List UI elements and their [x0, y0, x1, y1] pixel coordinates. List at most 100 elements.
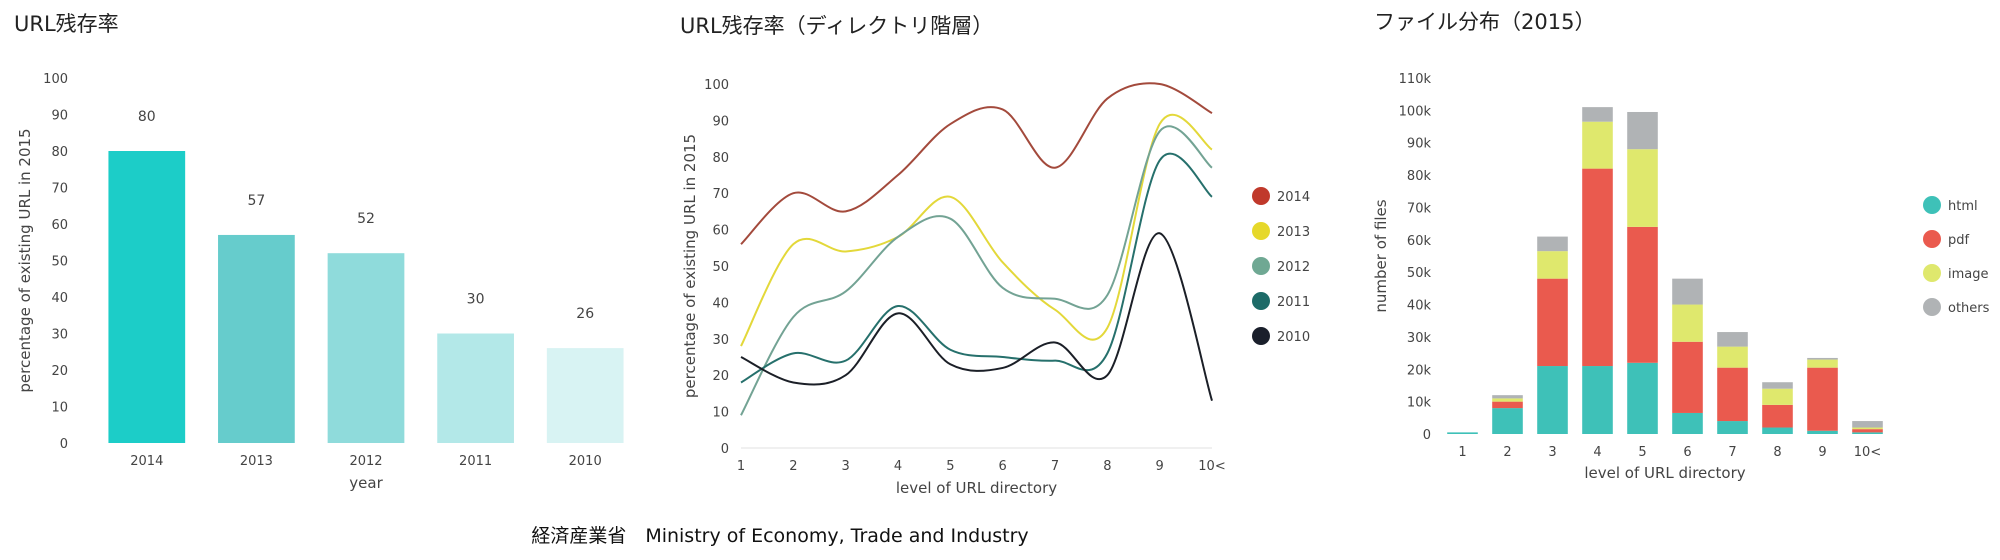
- y-tick-label: 50: [712, 260, 729, 275]
- bar-2010: [546, 348, 624, 443]
- legend-swatch-2014: [1252, 187, 1270, 205]
- bar-segment-image-8: [1762, 388, 1793, 405]
- bar-segment-others-2: [1492, 395, 1523, 399]
- legend-swatch-2011: [1252, 292, 1270, 310]
- y-tick-label: 80: [51, 145, 68, 160]
- y-tick-label: 60k: [1407, 234, 1432, 249]
- legend-swatch-pdf: [1923, 230, 1941, 248]
- x-tick-label: 2011: [459, 454, 492, 469]
- bar-segment-html-3: [1537, 366, 1568, 434]
- bar-segment-others-4: [1582, 107, 1613, 122]
- bar-segment-pdf-6: [1672, 341, 1703, 413]
- x-tick-label: 2010: [569, 454, 602, 469]
- bar-segment-html-8: [1762, 427, 1793, 434]
- chart1-title: URL残存率: [14, 12, 119, 36]
- bar-segment-image-7: [1717, 346, 1748, 368]
- y-tick-label: 10: [51, 401, 68, 416]
- series-line-2012: [740, 125, 1213, 416]
- y-tick-label: 0: [60, 437, 68, 452]
- y-tick-label: 50k: [1407, 266, 1432, 281]
- y-tick-label: 20k: [1407, 363, 1432, 378]
- x-tick-label: 2014: [130, 454, 163, 469]
- bar-segment-others-8: [1762, 382, 1793, 389]
- x-tick-label: 2013: [240, 454, 273, 469]
- x-tick-label: 1: [1458, 445, 1466, 460]
- x-tick-label: 1: [737, 459, 745, 474]
- x-tick-label: 4: [894, 459, 902, 474]
- bar-segment-html-1: [1447, 432, 1478, 434]
- bar-segment-html-6: [1672, 412, 1703, 434]
- legend-label-image: image: [1948, 267, 1989, 282]
- y-tick-label: 60: [51, 218, 68, 233]
- bar-segment-image-10<: [1852, 427, 1883, 430]
- bar-segment-pdf-7: [1717, 367, 1748, 422]
- x-tick-label: 3: [842, 459, 850, 474]
- x-tick-label: 7: [1051, 459, 1059, 474]
- data-label-2011: 30: [467, 292, 485, 308]
- y-tick-label: 90: [712, 114, 729, 129]
- series-line-2011: [740, 152, 1213, 384]
- bar-segment-html-2: [1492, 408, 1523, 434]
- y-tick-label: 60: [712, 224, 729, 239]
- y-tick-label: 30k: [1407, 331, 1432, 346]
- x-tick-label: 5: [946, 459, 954, 474]
- data-label-2012: 52: [357, 211, 375, 227]
- bar-segment-image-2: [1492, 398, 1523, 402]
- x-tick-label: 7: [1728, 445, 1736, 460]
- x-tick-label: 3: [1548, 445, 1556, 460]
- x-tick-label: 9: [1818, 445, 1826, 460]
- y-tick-label: 110k: [1399, 72, 1432, 87]
- legend-label-2013: 2013: [1277, 225, 1310, 240]
- bar-segment-others-3: [1537, 236, 1568, 252]
- y-tick-label: 30: [51, 328, 68, 343]
- bar-segment-image-4: [1582, 121, 1613, 169]
- bar-2013: [218, 234, 295, 443]
- y-tick-label: 30: [712, 333, 729, 348]
- x-axis-title: year: [349, 474, 383, 492]
- y-tick-label: 10k: [1407, 396, 1432, 411]
- bar-segment-image-6: [1672, 304, 1703, 342]
- x-tick-label: 10<: [1854, 445, 1881, 460]
- x-tick-label: 6: [999, 459, 1007, 474]
- bar-segment-others-5: [1627, 111, 1658, 150]
- x-tick-label: 4: [1593, 445, 1601, 460]
- y-tick-label: 50: [51, 255, 68, 270]
- legend-swatch-others: [1923, 298, 1941, 316]
- y-tick-label: 80: [712, 151, 729, 166]
- bar-segment-html-9: [1807, 430, 1838, 434]
- y-tick-label: 90: [51, 109, 68, 124]
- series-line-2014: [740, 82, 1213, 245]
- bar-segment-pdf-5: [1627, 226, 1658, 363]
- x-tick-label: 2: [789, 459, 797, 474]
- x-tick-label: 5: [1638, 445, 1646, 460]
- legend-label-2012: 2012: [1277, 260, 1310, 275]
- x-tick-label: 8: [1103, 459, 1111, 474]
- series-line-2013: [740, 114, 1213, 347]
- bar-segment-pdf-2: [1492, 401, 1523, 409]
- chart2-title: URL残存率（ディレクトリ階層）: [680, 14, 994, 38]
- y-tick-label: 90k: [1407, 137, 1432, 152]
- bar-segment-pdf-10<: [1852, 429, 1883, 433]
- legend-swatch-2010: [1252, 327, 1270, 345]
- x-tick-label: 6: [1683, 445, 1691, 460]
- y-tick-label: 100k: [1399, 104, 1432, 119]
- bar-2012: [327, 253, 405, 443]
- footer-credit: 経済産業省 Ministry of Economy, Trade and Ind…: [531, 525, 1029, 547]
- y-tick-label: 100: [704, 78, 729, 93]
- x-tick-label: 2: [1503, 445, 1511, 460]
- x-tick-label: 8: [1773, 445, 1781, 460]
- bar-segment-image-9: [1807, 359, 1838, 368]
- legend-swatch-html: [1923, 196, 1941, 214]
- bar-segment-pdf-9: [1807, 367, 1838, 431]
- x-tick-label: 10<: [1198, 459, 1225, 474]
- bar-segment-others-9: [1807, 357, 1838, 360]
- bar-segment-html-10<: [1852, 432, 1883, 434]
- legend-label-pdf: pdf: [1948, 233, 1970, 248]
- y-tick-label: 40: [712, 296, 729, 311]
- x-axis-title: level of URL directory: [896, 479, 1057, 497]
- y-tick-label: 70: [51, 182, 68, 197]
- y-tick-label: 0: [721, 442, 729, 457]
- legend-label-2011: 2011: [1277, 295, 1310, 310]
- y-tick-label: 70k: [1407, 201, 1432, 216]
- bar-segment-html-4: [1582, 366, 1613, 434]
